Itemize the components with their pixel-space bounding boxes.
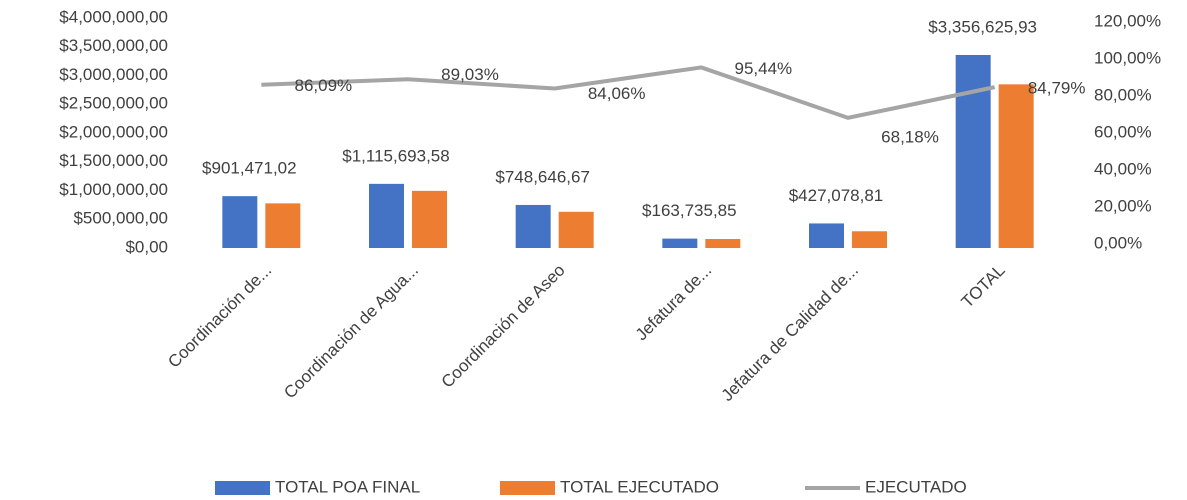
data-label: 68,18% [881, 127, 939, 146]
bar [955, 54, 991, 249]
y-tick-label: $500,000,00 [73, 209, 168, 228]
line [261, 65, 996, 120]
x-tick-label: Jefatura de... [632, 261, 716, 345]
legend-swatch [500, 481, 555, 495]
bar [412, 190, 447, 248]
bar [222, 196, 258, 248]
bar [705, 239, 741, 248]
y2-tick-label: 0,00% [1094, 233, 1142, 252]
legend-label: TOTAL POA FINAL [275, 477, 420, 496]
data-label: $901,471,02 [202, 159, 297, 178]
y-tick-label: $4,000,000,00 [59, 7, 168, 26]
legend-label: TOTAL EJECUTADO [560, 477, 719, 496]
x-tick-label: Jefatura de Calidad de... [718, 261, 862, 405]
data-label: $427,078,81 [789, 186, 884, 205]
bar [662, 238, 698, 248]
y-tick-label: $0,00 [125, 237, 168, 256]
bar [809, 223, 844, 248]
data-label: 89,03% [441, 65, 499, 84]
y-tick-label: $1,500,000,00 [59, 151, 168, 170]
legend-swatch [215, 481, 270, 495]
bar [852, 231, 887, 248]
y-tick-label: $1,000,000,00 [59, 180, 168, 199]
y2-tick-label: 100,00% [1094, 48, 1161, 67]
data-label: 95,44% [734, 59, 792, 78]
y2-tick-label: 20,00% [1094, 196, 1152, 215]
bar [265, 203, 301, 248]
y2-tick-label: 60,00% [1094, 122, 1152, 141]
data-label: $748,646,67 [495, 167, 590, 186]
legend-label: EJECUTADO [865, 477, 967, 496]
data-label: 84,79% [1028, 79, 1086, 98]
data-label: $3,356,625,93 [928, 17, 1037, 36]
x-tick-label: Coordinación de... [164, 261, 275, 372]
y-tick-label: $3,000,000,00 [59, 65, 168, 84]
bar [998, 84, 1034, 249]
x-tick-label: Coordinación de Aseo [438, 261, 569, 392]
data-label: $163,735,85 [642, 201, 737, 220]
bar [558, 211, 594, 248]
x-tick-label: Coordinación de Agua... [280, 261, 422, 403]
data-label: 86,09% [294, 76, 352, 95]
y-tick-label: $2,500,000,00 [59, 94, 168, 113]
data-label: 84,06% [588, 84, 646, 103]
y2-tick-label: 120,00% [1094, 11, 1161, 30]
y2-tick-label: 40,00% [1094, 159, 1152, 178]
y2-tick-label: 80,00% [1094, 85, 1152, 104]
data-label: $1,115,693,58 [342, 146, 449, 165]
bar [369, 183, 404, 248]
bar [515, 204, 551, 248]
x-tick-label: TOTAL [958, 261, 1009, 312]
y-tick-label: $3,500,000,00 [59, 36, 168, 55]
y-tick-label: $2,000,000,00 [59, 122, 168, 141]
